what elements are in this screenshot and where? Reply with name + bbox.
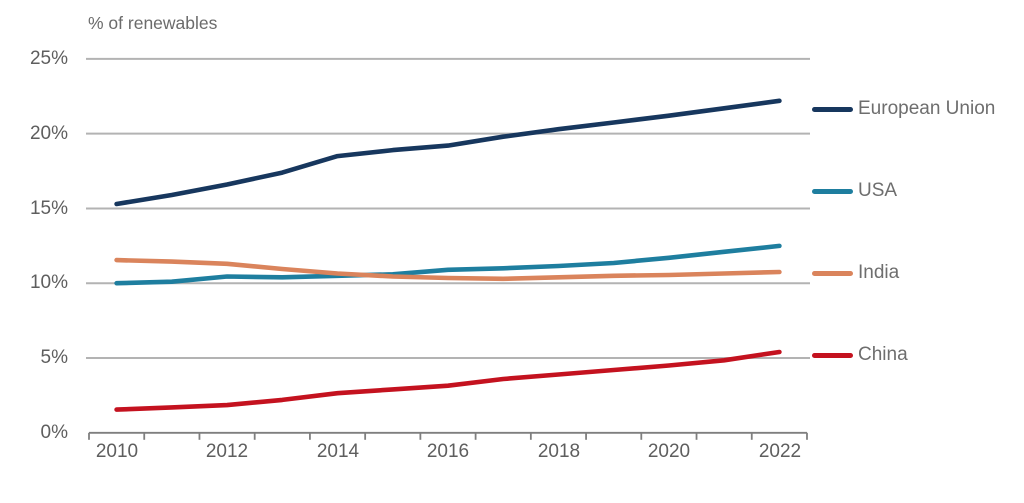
legend-label: USA xyxy=(858,180,898,201)
y-tick-label: 5% xyxy=(40,347,68,368)
legend-label: European Union xyxy=(858,98,996,119)
x-tick-label: 2012 xyxy=(205,441,249,462)
x-tick-label: 2014 xyxy=(316,441,360,462)
series-line-china xyxy=(114,349,782,412)
y-tick-label: 0% xyxy=(40,422,68,443)
legend-swatch-india xyxy=(812,270,853,276)
legend-item-european-union: European Union xyxy=(812,97,995,121)
x-tick-label: 2010 xyxy=(95,441,139,462)
y-tick-label: 25% xyxy=(29,48,68,69)
series-line-european-union xyxy=(114,98,782,207)
series-line-india xyxy=(114,257,782,282)
legend-swatch-european-union xyxy=(812,106,853,112)
series-line-usa xyxy=(114,243,782,286)
x-tick-label: 2022 xyxy=(758,441,802,462)
legend-swatch-usa xyxy=(812,188,853,194)
legend-item-india: India xyxy=(812,261,899,285)
legend-item-china: China xyxy=(812,343,908,367)
x-tick-label: 2018 xyxy=(537,441,581,462)
y-tick-label: 15% xyxy=(29,198,68,219)
y-tick-label: 20% xyxy=(29,123,68,144)
legend-swatch-china xyxy=(812,352,853,358)
legend-label: China xyxy=(858,344,908,365)
x-tick-label: 2016 xyxy=(426,441,470,462)
x-tick-label: 2020 xyxy=(647,441,691,462)
chart-title: % of renewables xyxy=(88,13,218,33)
legend-item-usa: USA xyxy=(812,179,897,203)
y-tick-label: 10% xyxy=(29,272,68,293)
legend-label: India xyxy=(858,262,900,283)
